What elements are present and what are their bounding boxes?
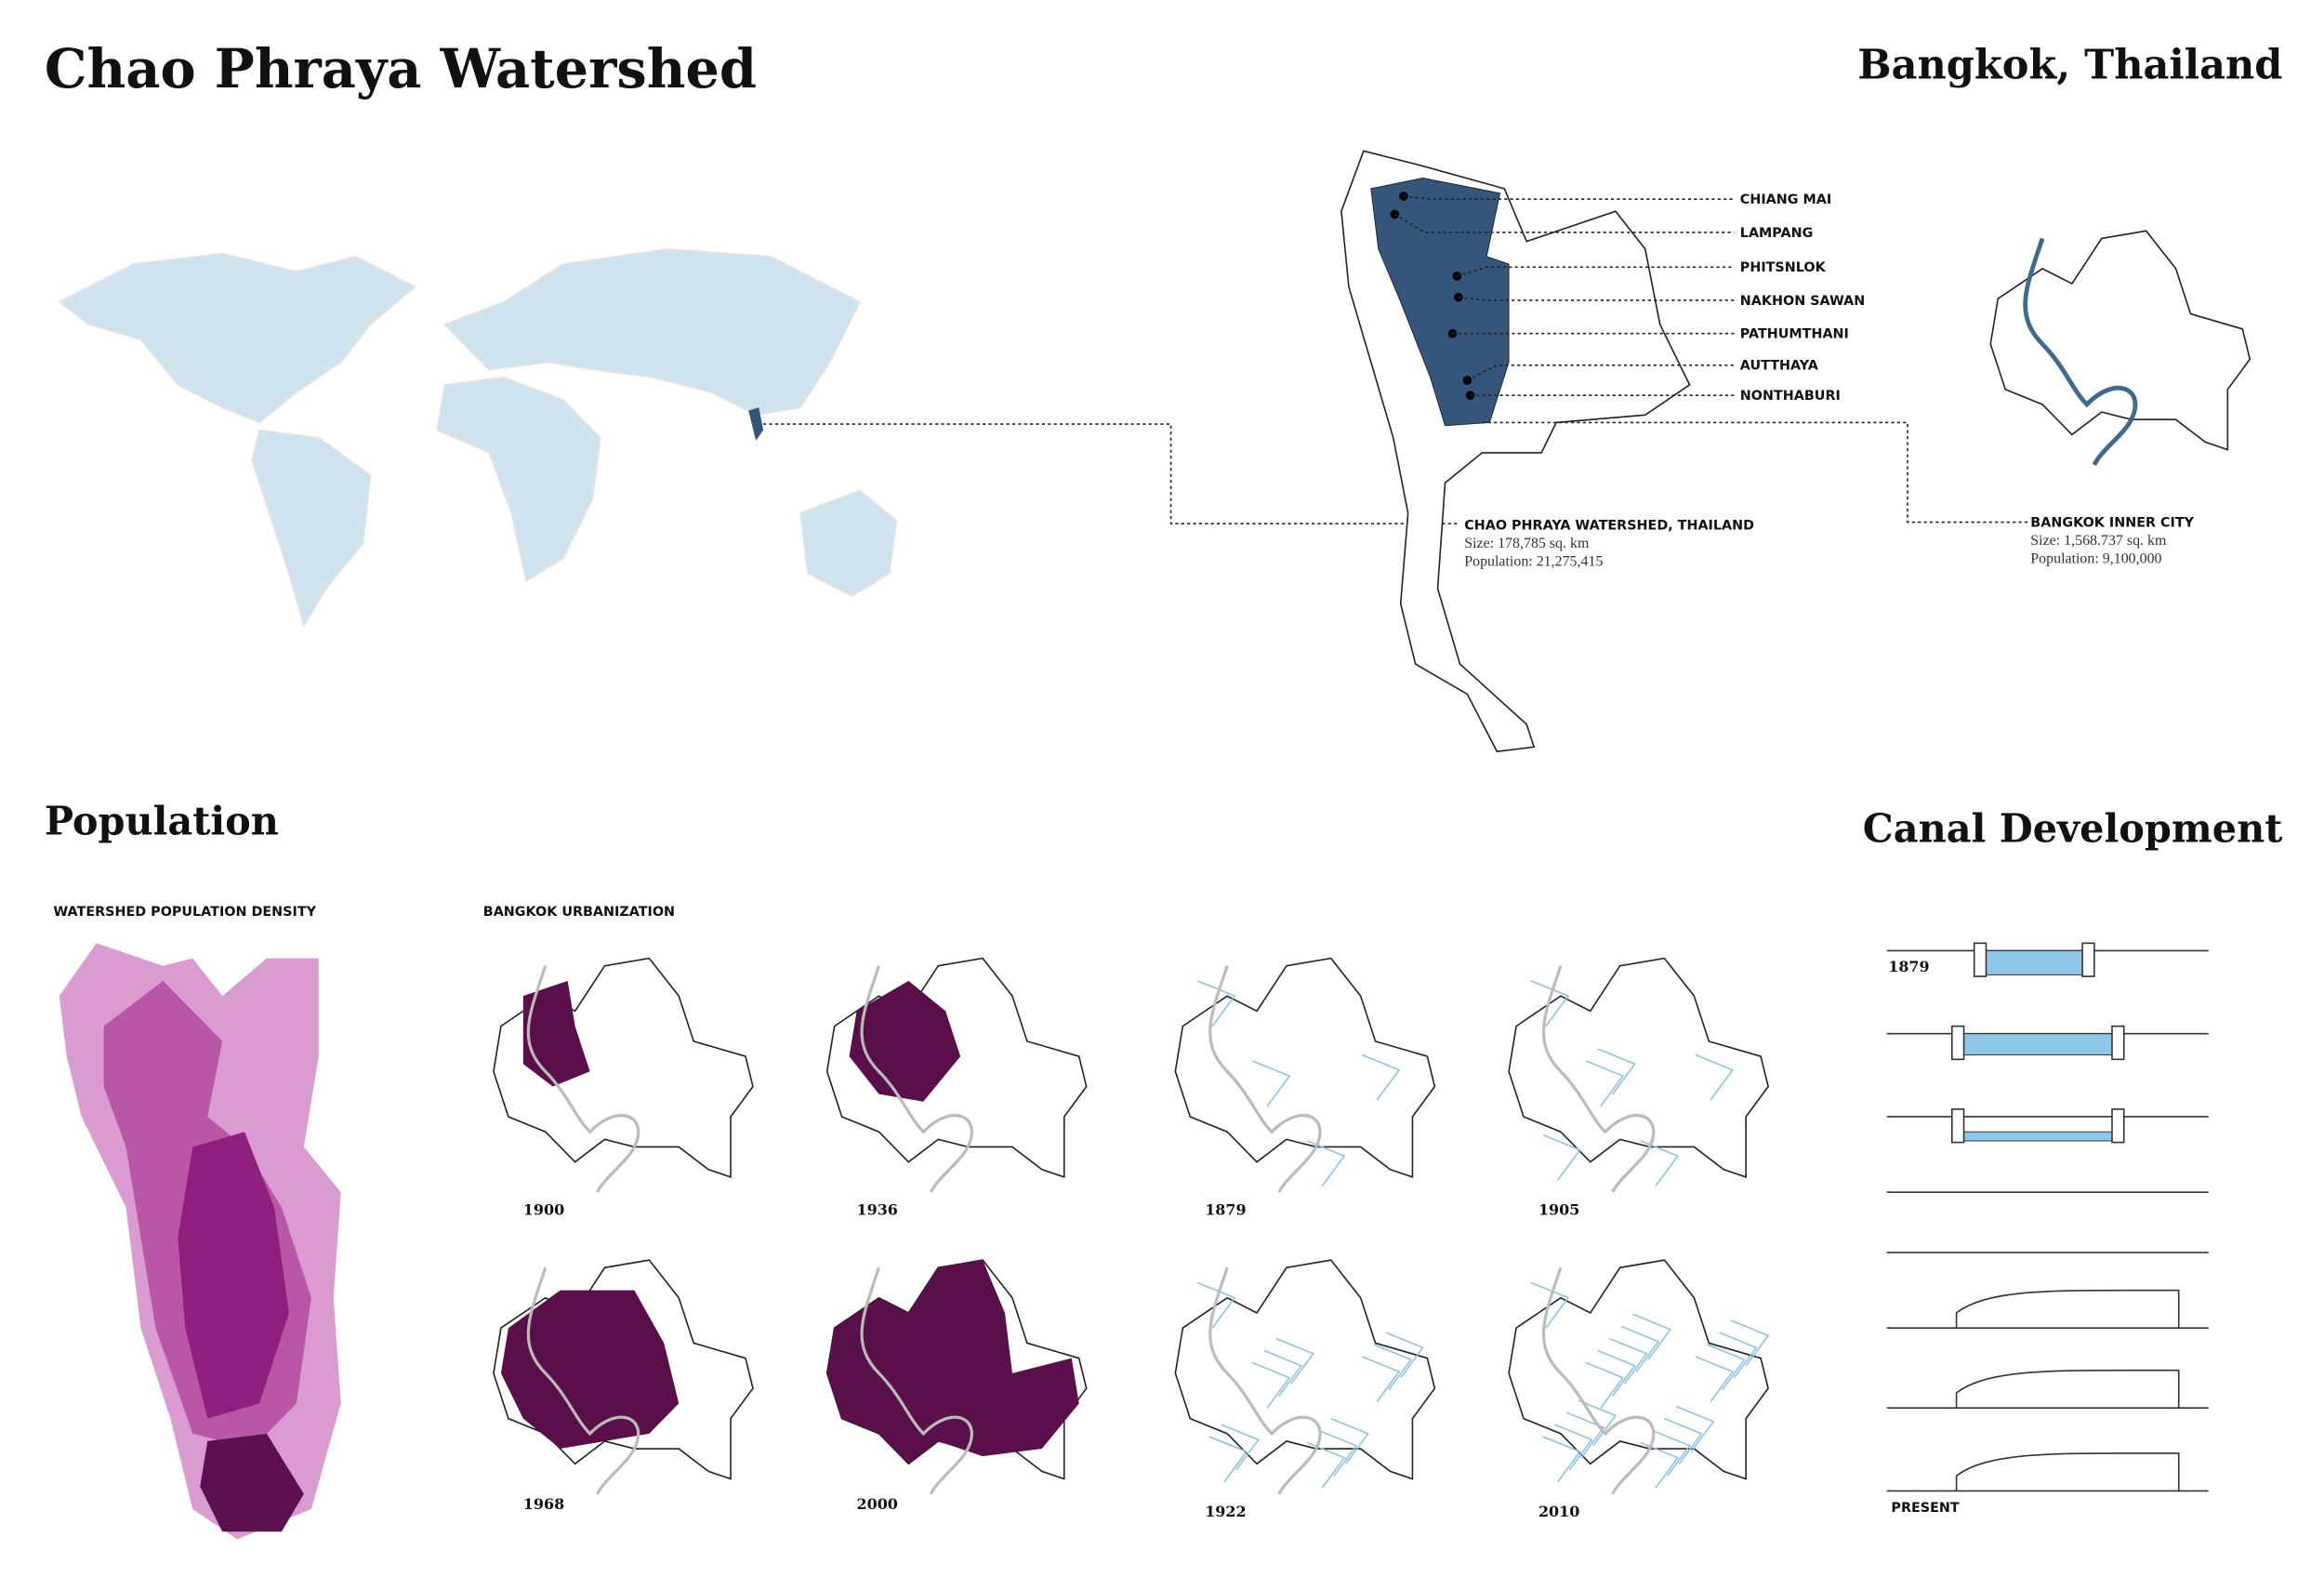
density-map <box>59 943 341 1540</box>
urbanization-map: 2000 <box>825 1259 1088 1513</box>
city-dot <box>1465 391 1475 401</box>
urban-area <box>826 1260 1079 1464</box>
urbanization-map: 1922 <box>1174 1259 1436 1520</box>
expressway <box>1955 1369 2180 1409</box>
watershed-caption-size: Size: 178,785 sq. km <box>1464 536 1590 551</box>
year-label: 1968 <box>523 1495 564 1513</box>
canal-network <box>1530 980 1735 1187</box>
bangkok-caption-title: BANGKOK INNER CITY <box>2030 515 2194 530</box>
watershed-caption-title: CHAO PHRAYA WATERSHED, THAILAND <box>1464 519 1754 534</box>
thailand-map: CHIANG MAI LAMPANG PHITSNLOK NAKHON SAWAN PA… <box>1340 150 2031 753</box>
urban-area <box>522 980 590 1087</box>
year-label: 1922 <box>1205 1503 1246 1520</box>
urbanization-map: 1879 <box>1174 957 1436 1219</box>
canal-title: Canal Development <box>1863 805 2283 851</box>
city-leader <box>1457 266 1735 277</box>
main-title: Chao Phraya Watershed <box>45 37 757 101</box>
year-label: 2010 <box>1538 1503 1579 1520</box>
map-outline <box>1174 957 1436 1178</box>
water <box>1963 1033 2113 1055</box>
urbanization-map: 1968 <box>493 1259 754 1513</box>
water <box>1986 949 2083 975</box>
canal-network <box>1196 980 1401 1187</box>
city-label: NONTHABURI <box>1740 389 1841 404</box>
city-label: AUTTHAYA <box>1740 359 1819 374</box>
canal-network <box>1196 1281 1424 1489</box>
wall <box>2081 942 2095 977</box>
canal-first-label: 1879 <box>1888 958 1929 975</box>
city-leader <box>1458 296 1735 301</box>
year-label: 1905 <box>1538 1200 1579 1218</box>
city-leader <box>1467 364 1735 381</box>
location-title: Bangkok, Thailand <box>1857 41 2282 88</box>
urban-area <box>500 1290 680 1450</box>
urbanization-label: BANGKOK URBANIZATION <box>483 905 675 920</box>
city-leader <box>1403 195 1735 201</box>
year-label: 1900 <box>523 1200 564 1218</box>
water <box>1963 1131 2113 1142</box>
watershed-marker <box>748 407 764 441</box>
world-map <box>58 247 1460 629</box>
city-label: PHITSNLOK <box>1740 260 1827 275</box>
city-label: LAMPANG <box>1740 226 1814 241</box>
year-label: 1879 <box>1205 1200 1246 1218</box>
wall <box>1951 1108 1965 1144</box>
map-outline <box>1174 1259 1436 1480</box>
city-label: PATHUMTHANI <box>1740 326 1849 341</box>
wall <box>1951 1025 1965 1061</box>
canal-last-label: PRESENT <box>1891 1501 1959 1516</box>
expressway <box>1955 1452 2180 1491</box>
wall <box>2111 1025 2125 1061</box>
urbanization-map: 1900 <box>493 957 754 1219</box>
bangkok-caption-size: Size: 1,568.737 sq. km <box>2030 533 2167 549</box>
watershed-caption-population: Population: 21,275,415 <box>1464 553 1603 569</box>
city-label: NAKHON SAWAN <box>1740 294 1865 309</box>
urbanization-map: 1905 <box>1508 957 1769 1219</box>
density-label: WATERSHED POPULATION DENSITY <box>53 905 316 920</box>
wall <box>2111 1108 2125 1144</box>
city-label: CHIANG MAI <box>1740 192 1831 207</box>
year-label: 2000 <box>857 1495 898 1513</box>
expressway <box>1955 1289 2180 1329</box>
canal-sections <box>1886 942 2209 1492</box>
population-title: Population <box>45 798 279 843</box>
bangkok-inner-map <box>1989 230 2251 465</box>
map-outline <box>1508 957 1769 1178</box>
canal-network <box>1530 1281 1770 1489</box>
urbanization-map: 2010 <box>1508 1259 1770 1520</box>
urbanization-map: 1936 <box>825 957 1088 1219</box>
bangkok-caption-population: Population: 9,100,000 <box>2030 550 2161 566</box>
wall <box>1973 942 1987 977</box>
year-label: 1936 <box>857 1200 898 1218</box>
